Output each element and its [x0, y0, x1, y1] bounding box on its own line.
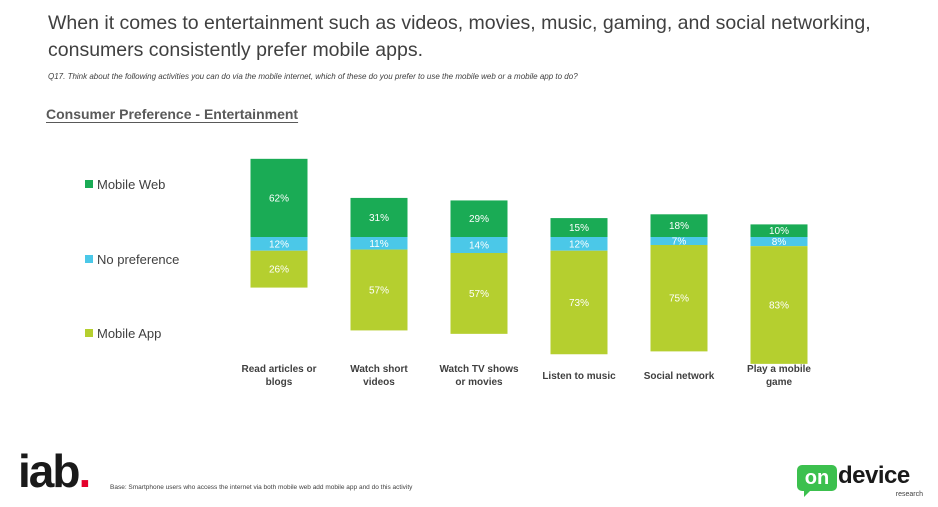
category-label-line: Social network [644, 371, 715, 382]
ondevice-logo-bubble-tail [804, 490, 811, 497]
legend-swatch [85, 180, 93, 188]
bar-mobile-web-2 [450, 200, 508, 237]
category-label-line: game [766, 377, 793, 388]
category-label-line: Play a mobile [747, 364, 811, 375]
stacked-bar-chart: 62% 12% 26% Read articles or blogs 31% 11% 57% W… [241, 158, 811, 388]
data-label-mobile-web-0: 62% [269, 193, 289, 204]
bar-mobile-web-3 [550, 218, 608, 237]
category-label-4: Social network [644, 371, 715, 382]
category-label-3: Listen to music [542, 371, 616, 382]
category-label-line: Watch short [350, 364, 408, 375]
bar-no-preference-3 [550, 237, 608, 251]
legend-label: Mobile App [97, 325, 162, 341]
bar-no-preference-4 [650, 237, 708, 245]
data-label-mobile-app-4: 75% [669, 294, 689, 305]
data-label-no-preference-3: 12% [569, 239, 589, 250]
data-label-no-preference-1: 11% [369, 239, 388, 250]
legend-label: Mobile Web [97, 176, 166, 192]
data-label-no-preference-5: 8% [772, 237, 787, 248]
category-label-5: Play a mobile game [747, 364, 811, 388]
legend-swatch [85, 329, 93, 337]
ondevice-logo-subtitle: research [895, 491, 923, 498]
bar-mobile-app-5 [750, 246, 808, 364]
bar-mobile-web-4 [650, 214, 708, 237]
survey-question: Q17. Think about the following activitie… [48, 72, 578, 81]
data-label-mobile-app-5: 83% [769, 301, 789, 312]
category-label-0: Read articles or blogs [241, 364, 316, 388]
bar-mobile-app-0 [250, 250, 308, 288]
data-label-no-preference-4: 7% [672, 236, 687, 247]
bar-mobile-app-4 [650, 244, 708, 352]
bar-mobile-web-5 [750, 224, 808, 237]
data-label-no-preference-2: 14% [469, 240, 489, 251]
category-label-line: Watch TV shows [439, 364, 519, 375]
chart-section-title: Consumer Preference - Entertainment [46, 106, 299, 122]
iab-logo: iab. [18, 445, 91, 497]
category-label-line: Listen to music [542, 371, 616, 382]
bar-mobile-app-1 [350, 249, 408, 331]
iab-logo-dot: . [78, 445, 91, 497]
category-label-1: Watch short videos [350, 364, 408, 388]
bar-no-preference-1 [350, 237, 408, 250]
legend-item-no-preference: No preference [85, 251, 179, 267]
data-label-mobile-web-3: 15% [569, 223, 589, 234]
category-label-line: or movies [455, 377, 503, 388]
legend-label: No preference [97, 251, 180, 267]
data-label-mobile-web-2: 29% [469, 214, 489, 225]
category-label-2: Watch TV shows or movies [439, 364, 519, 388]
data-label-mobile-web-4: 18% [669, 221, 689, 232]
data-label-mobile-app-2: 57% [469, 289, 489, 300]
data-label-mobile-app-3: 73% [569, 298, 589, 309]
data-label-no-preference-0: 12% [269, 239, 289, 250]
legend-swatch [85, 255, 93, 263]
ondevice-research-logo: on device research [797, 462, 927, 503]
data-label-mobile-web-1: 31% [369, 213, 389, 224]
data-label-mobile-app-1: 57% [369, 285, 389, 296]
bar-no-preference-0 [250, 237, 308, 251]
category-label-line: videos [363, 377, 395, 388]
bar-no-preference-5 [750, 237, 808, 247]
bar-mobile-app-3 [550, 250, 608, 355]
data-label-mobile-web-5: 10% [769, 226, 789, 237]
bar-mobile-web-0 [250, 158, 308, 237]
page-headline: When it comes to entertainment such as v… [48, 12, 871, 61]
base-footnote: Base: Smartphone users who access the in… [110, 484, 413, 491]
bar-mobile-web-1 [350, 197, 408, 237]
ondevice-logo-bubble: on [797, 465, 837, 491]
bar-mobile-app-2 [450, 252, 508, 334]
category-label-line: Read articles or [241, 364, 316, 375]
category-label-line: blogs [266, 377, 293, 388]
data-label-mobile-app-0: 26% [269, 265, 289, 276]
bar-no-preference-2 [450, 237, 508, 253]
ondevice-logo-word: device [838, 462, 910, 489]
legend-item-mobile-web: Mobile Web [85, 176, 165, 192]
legend-item-mobile-app: Mobile App [85, 325, 161, 341]
iab-logo-text: iab [18, 445, 80, 497]
